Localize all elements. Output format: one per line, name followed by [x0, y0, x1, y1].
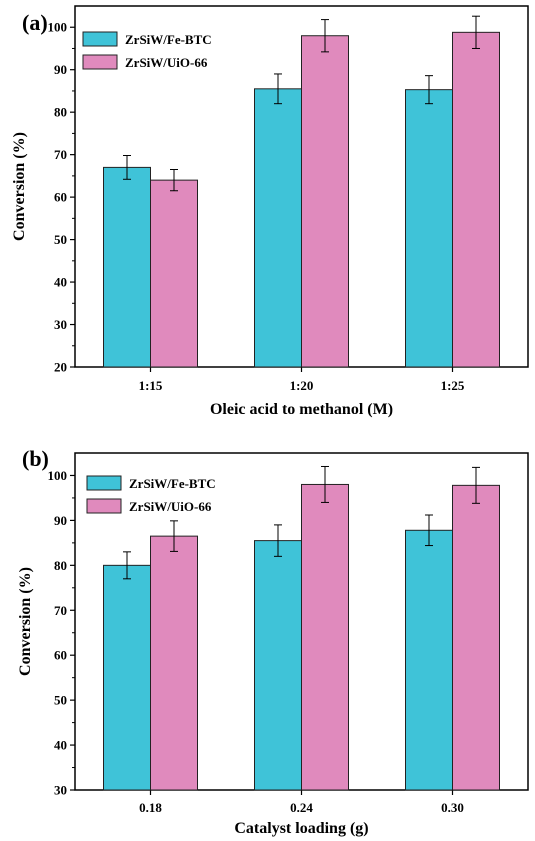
x-axis-title: Oleic acid to methanol (M)	[210, 401, 393, 418]
y-tick-label: 40	[54, 738, 67, 753]
legend-label: ZrSiW/Fe-BTC	[129, 476, 216, 491]
legend-swatch	[86, 475, 122, 491]
bar	[254, 88, 302, 368]
y-tick-label: 90	[54, 62, 67, 77]
y-tick-label: 30	[54, 317, 67, 332]
y-tick-label: 50	[54, 232, 67, 247]
bar	[150, 535, 198, 791]
y-tick-label: 70	[54, 603, 67, 618]
legend-label: ZrSiW/Fe-BTC	[125, 32, 212, 47]
bar	[103, 166, 151, 368]
panel-a-chart: 20 30 40 50 60 70 80 90 100 1:15 1:20 1:25 Oleic aci…	[11, 5, 529, 418]
legend-swatch	[86, 498, 122, 514]
panel-label: (a)	[22, 10, 48, 35]
panel-label: (b)	[22, 446, 49, 471]
bar	[405, 529, 453, 791]
y-tick-label: 80	[54, 105, 67, 120]
bar	[452, 484, 500, 791]
bar	[103, 564, 151, 791]
y-tick-label: 30	[54, 783, 67, 798]
y-axis-title: Conversion (%)	[11, 132, 28, 241]
x-axis-title: Catalyst loading (g)	[234, 820, 368, 837]
bar	[301, 35, 349, 368]
legend-swatch	[82, 31, 118, 47]
y-tick-label: 100	[48, 468, 68, 483]
x-tick-label: 0.30	[441, 800, 464, 815]
y-axis-title: Conversion (%)	[17, 567, 34, 676]
panel-b-chart: 30 40 50 60 70 80 90 100 0.18 0.24 0.30 Catalyst lo…	[17, 446, 529, 837]
x-tick-label: 0.24	[290, 800, 313, 815]
y-tick-label: 50	[54, 693, 67, 708]
bar	[150, 179, 198, 368]
bar	[452, 31, 500, 368]
x-tick-label: 0.18	[139, 800, 162, 815]
legend-label: ZrSiW/UiO-66	[125, 55, 208, 70]
y-tick-label: 70	[54, 147, 67, 162]
bar	[405, 89, 453, 368]
x-tick-label: 1:15	[139, 378, 163, 393]
legend-label: ZrSiW/UiO-66	[129, 499, 212, 514]
y-tick-label: 80	[54, 558, 67, 573]
bar	[254, 540, 302, 791]
y-tick-label: 60	[54, 190, 67, 205]
y-tick-label: 60	[54, 648, 67, 663]
legend-swatch	[82, 54, 118, 70]
y-tick-label: 40	[54, 275, 67, 290]
y-tick-label: 100	[48, 20, 68, 35]
bar	[301, 483, 349, 791]
x-tick-label: 1:20	[290, 378, 314, 393]
y-tick-label: 90	[54, 513, 67, 528]
x-tick-label: 1:25	[441, 378, 465, 393]
y-tick-label: 20	[54, 360, 67, 375]
